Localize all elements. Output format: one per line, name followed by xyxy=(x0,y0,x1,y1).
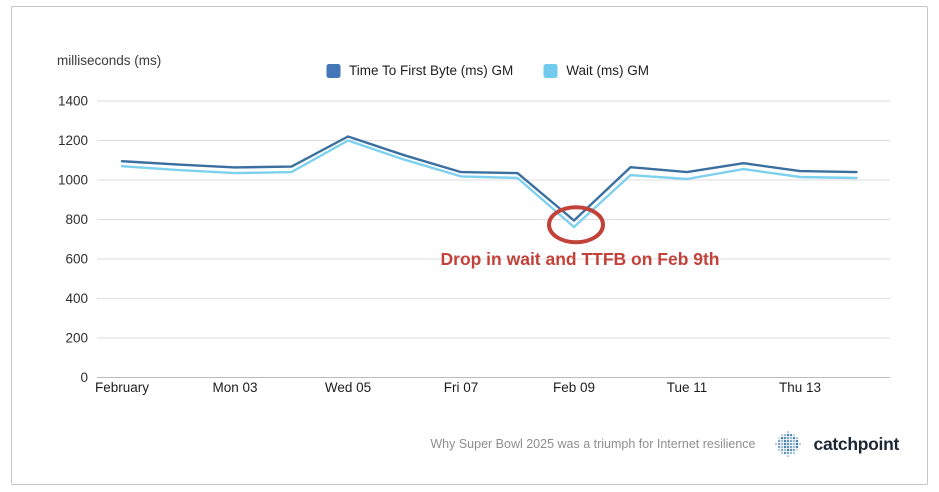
logo-dot xyxy=(792,434,795,436)
x-tick-label: February xyxy=(95,380,149,395)
logo-dot xyxy=(792,448,795,452)
logo-dot xyxy=(783,448,786,452)
logo-dot xyxy=(780,434,783,436)
x-tick-label: Wed 05 xyxy=(325,380,371,395)
logo-dot xyxy=(783,436,786,440)
y-tick-label: 1000 xyxy=(58,173,88,188)
series-line xyxy=(120,135,858,222)
logo-dot xyxy=(789,439,792,443)
legend-item: Wait (ms) GM xyxy=(543,63,649,78)
logo-dot xyxy=(789,442,792,446)
legend-swatch xyxy=(326,63,340,78)
legend-item: Time To First Byte (ms) GM xyxy=(326,63,513,78)
y-tick-label: 0 xyxy=(80,370,88,385)
x-tick-label: Fri 07 xyxy=(444,380,479,395)
logo-dot xyxy=(780,452,783,454)
logo-dot xyxy=(777,442,780,446)
logo-dot xyxy=(789,433,792,437)
logo-dot xyxy=(783,451,786,455)
footer-caption: Why Super Bowl 2025 was a triumph for In… xyxy=(430,437,756,451)
logo-dot xyxy=(777,449,780,451)
logo-dot xyxy=(795,445,798,449)
logo-dot xyxy=(792,439,795,443)
logo-dot xyxy=(786,455,789,457)
logo-dot xyxy=(789,445,792,449)
brand-wordmark: catchpoint xyxy=(813,433,900,454)
legend: Time To First Byte (ms) GM Wait (ms) GM xyxy=(326,63,649,78)
series-line xyxy=(120,139,858,229)
x-tick-label: Thu 13 xyxy=(779,380,821,395)
logo-dot xyxy=(780,448,783,452)
logo-dot xyxy=(780,439,783,443)
legend-label: Time To First Byte (ms) GM xyxy=(349,63,514,78)
annotation-ellipse xyxy=(547,205,605,245)
annotation-text: Drop in wait and TTFB on Feb 9th xyxy=(440,249,720,269)
logo-dot xyxy=(795,442,798,446)
legend-label: Wait (ms) GM xyxy=(566,63,649,78)
logo-dot xyxy=(795,437,798,439)
logo-dot xyxy=(792,442,795,446)
logo-dot xyxy=(783,442,786,446)
logo-dot xyxy=(783,439,786,443)
logo-dot xyxy=(777,437,780,439)
y-tick-label: 600 xyxy=(65,252,88,267)
logo-dot xyxy=(786,431,789,433)
logo-dot xyxy=(780,442,783,446)
logo-dot xyxy=(783,445,786,449)
logo-dot xyxy=(777,445,780,449)
logo-dot xyxy=(786,448,789,452)
logo-dot xyxy=(786,439,789,443)
footer: Why Super Bowl 2025 was a triumph for In… xyxy=(430,430,899,458)
y-tick-label: 400 xyxy=(65,291,88,306)
logo-dot xyxy=(792,445,795,449)
y-tick-label: 200 xyxy=(65,331,88,346)
logo-dot xyxy=(789,451,792,455)
chart-card xyxy=(11,6,928,485)
y-tick-label: 1400 xyxy=(58,94,88,109)
logo-dot xyxy=(786,436,789,440)
logo-dot xyxy=(786,433,789,437)
x-tick-label: Feb 09 xyxy=(553,380,595,395)
logo-dot xyxy=(780,436,783,440)
logo-dot xyxy=(798,443,801,445)
logo-dot xyxy=(792,452,795,454)
logo-dot xyxy=(783,433,786,437)
legend-swatch xyxy=(543,63,558,78)
x-tick-label: Mon 03 xyxy=(212,380,257,395)
logo-dot xyxy=(786,451,789,455)
catchpoint-logo-icon xyxy=(774,431,801,457)
logo-dot xyxy=(786,442,789,446)
logo-dot xyxy=(777,439,780,443)
y-axis-title: milliseconds (ms) xyxy=(57,53,162,68)
logo-dot xyxy=(789,448,792,452)
logo-dot xyxy=(789,436,792,440)
x-tick-label: Tue 11 xyxy=(667,380,708,395)
logo-dot xyxy=(774,443,777,445)
logo-dot xyxy=(795,439,798,443)
logo-dot xyxy=(786,445,789,449)
y-tick-label: 1200 xyxy=(58,133,88,148)
logo-dot xyxy=(795,449,798,451)
y-tick-label: 800 xyxy=(65,212,88,227)
logo-dot xyxy=(792,436,795,440)
logo-dot xyxy=(780,445,783,449)
